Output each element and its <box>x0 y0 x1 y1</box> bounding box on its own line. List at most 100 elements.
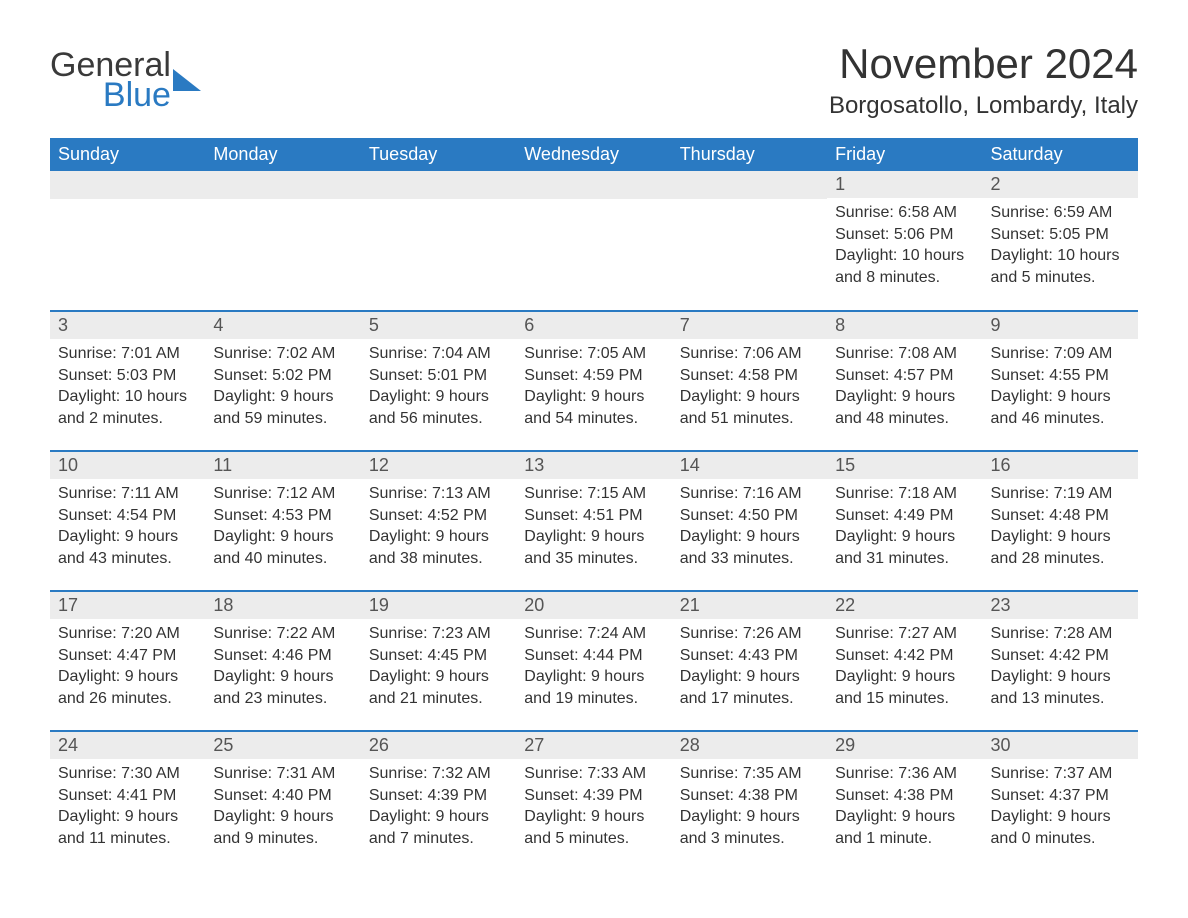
calendar-body: 1Sunrise: 6:58 AMSunset: 5:06 PMDaylight… <box>50 171 1138 871</box>
calendar-table: Sunday Monday Tuesday Wednesday Thursday… <box>50 138 1138 871</box>
daylight-text: Daylight: 9 hours and 7 minutes. <box>369 806 508 849</box>
daylight-text: Daylight: 9 hours and 23 minutes. <box>213 666 352 709</box>
day-info: Sunrise: 7:26 AMSunset: 4:43 PMDaylight:… <box>672 619 827 717</box>
daylight-text: Daylight: 9 hours and 46 minutes. <box>991 386 1130 429</box>
sunset-text: Sunset: 4:57 PM <box>835 365 974 387</box>
day-info: Sunrise: 7:32 AMSunset: 4:39 PMDaylight:… <box>361 759 516 857</box>
weekday-header: Thursday <box>672 138 827 171</box>
sunset-text: Sunset: 4:59 PM <box>524 365 663 387</box>
sunset-text: Sunset: 4:39 PM <box>369 785 508 807</box>
sunset-text: Sunset: 4:43 PM <box>680 645 819 667</box>
day-cell: 16Sunrise: 7:19 AMSunset: 4:48 PMDayligh… <box>983 451 1138 591</box>
daylight-text: Daylight: 9 hours and 51 minutes. <box>680 386 819 429</box>
day-number: 12 <box>361 452 516 479</box>
sunrise-text: Sunrise: 7:08 AM <box>835 343 974 365</box>
day-info: Sunrise: 7:37 AMSunset: 4:37 PMDaylight:… <box>983 759 1138 857</box>
sunrise-text: Sunrise: 7:24 AM <box>524 623 663 645</box>
daylight-text: Daylight: 9 hours and 1 minute. <box>835 806 974 849</box>
sunset-text: Sunset: 4:38 PM <box>835 785 974 807</box>
sunset-text: Sunset: 5:01 PM <box>369 365 508 387</box>
daylight-text: Daylight: 9 hours and 40 minutes. <box>213 526 352 569</box>
sunrise-text: Sunrise: 7:30 AM <box>58 763 197 785</box>
sunrise-text: Sunrise: 7:36 AM <box>835 763 974 785</box>
day-cell <box>205 171 360 311</box>
day-cell: 6Sunrise: 7:05 AMSunset: 4:59 PMDaylight… <box>516 311 671 451</box>
daylight-text: Daylight: 9 hours and 19 minutes. <box>524 666 663 709</box>
sunrise-text: Sunrise: 7:18 AM <box>835 483 974 505</box>
day-cell <box>672 171 827 311</box>
daylight-text: Daylight: 9 hours and 35 minutes. <box>524 526 663 569</box>
weekday-header: Wednesday <box>516 138 671 171</box>
day-cell: 18Sunrise: 7:22 AMSunset: 4:46 PMDayligh… <box>205 591 360 731</box>
day-cell: 3Sunrise: 7:01 AMSunset: 5:03 PMDaylight… <box>50 311 205 451</box>
day-number: 21 <box>672 592 827 619</box>
daylight-text: Daylight: 9 hours and 9 minutes. <box>213 806 352 849</box>
day-info: Sunrise: 7:28 AMSunset: 4:42 PMDaylight:… <box>983 619 1138 717</box>
day-number-empty <box>205 171 360 199</box>
day-cell: 7Sunrise: 7:06 AMSunset: 4:58 PMDaylight… <box>672 311 827 451</box>
daylight-text: Daylight: 9 hours and 48 minutes. <box>835 386 974 429</box>
day-cell <box>50 171 205 311</box>
day-info: Sunrise: 7:22 AMSunset: 4:46 PMDaylight:… <box>205 619 360 717</box>
weekday-header: Sunday <box>50 138 205 171</box>
sunrise-text: Sunrise: 7:04 AM <box>369 343 508 365</box>
sunset-text: Sunset: 4:37 PM <box>991 785 1130 807</box>
day-number: 25 <box>205 732 360 759</box>
daylight-text: Daylight: 9 hours and 17 minutes. <box>680 666 819 709</box>
sunrise-text: Sunrise: 7:12 AM <box>213 483 352 505</box>
day-cell: 20Sunrise: 7:24 AMSunset: 4:44 PMDayligh… <box>516 591 671 731</box>
week-row: 3Sunrise: 7:01 AMSunset: 5:03 PMDaylight… <box>50 311 1138 451</box>
daylight-text: Daylight: 9 hours and 33 minutes. <box>680 526 819 569</box>
day-cell: 28Sunrise: 7:35 AMSunset: 4:38 PMDayligh… <box>672 731 827 871</box>
sunrise-text: Sunrise: 7:33 AM <box>524 763 663 785</box>
day-info: Sunrise: 7:02 AMSunset: 5:02 PMDaylight:… <box>205 339 360 437</box>
day-number: 22 <box>827 592 982 619</box>
day-cell: 25Sunrise: 7:31 AMSunset: 4:40 PMDayligh… <box>205 731 360 871</box>
daylight-text: Daylight: 9 hours and 38 minutes. <box>369 526 508 569</box>
day-number: 6 <box>516 312 671 339</box>
day-info: Sunrise: 7:33 AMSunset: 4:39 PMDaylight:… <box>516 759 671 857</box>
day-info: Sunrise: 6:59 AMSunset: 5:05 PMDaylight:… <box>983 198 1138 296</box>
location: Borgosatollo, Lombardy, Italy <box>829 92 1138 120</box>
day-number: 4 <box>205 312 360 339</box>
day-cell: 12Sunrise: 7:13 AMSunset: 4:52 PMDayligh… <box>361 451 516 591</box>
daylight-text: Daylight: 9 hours and 5 minutes. <box>524 806 663 849</box>
day-cell: 27Sunrise: 7:33 AMSunset: 4:39 PMDayligh… <box>516 731 671 871</box>
day-number: 26 <box>361 732 516 759</box>
sunrise-text: Sunrise: 7:09 AM <box>991 343 1130 365</box>
week-row: 1Sunrise: 6:58 AMSunset: 5:06 PMDaylight… <box>50 171 1138 311</box>
day-cell: 2Sunrise: 6:59 AMSunset: 5:05 PMDaylight… <box>983 171 1138 311</box>
daylight-text: Daylight: 10 hours and 8 minutes. <box>835 245 974 288</box>
day-cell: 23Sunrise: 7:28 AMSunset: 4:42 PMDayligh… <box>983 591 1138 731</box>
daylight-text: Daylight: 9 hours and 43 minutes. <box>58 526 197 569</box>
daylight-text: Daylight: 9 hours and 13 minutes. <box>991 666 1130 709</box>
sunset-text: Sunset: 4:54 PM <box>58 505 197 527</box>
sunset-text: Sunset: 4:50 PM <box>680 505 819 527</box>
day-cell: 26Sunrise: 7:32 AMSunset: 4:39 PMDayligh… <box>361 731 516 871</box>
sunset-text: Sunset: 4:38 PM <box>680 785 819 807</box>
day-info: Sunrise: 7:06 AMSunset: 4:58 PMDaylight:… <box>672 339 827 437</box>
day-info: Sunrise: 7:11 AMSunset: 4:54 PMDaylight:… <box>50 479 205 577</box>
daylight-text: Daylight: 10 hours and 5 minutes. <box>991 245 1130 288</box>
day-number-empty <box>516 171 671 199</box>
sunset-text: Sunset: 5:03 PM <box>58 365 197 387</box>
brand-logo: General Blue <box>50 48 203 112</box>
day-number: 23 <box>983 592 1138 619</box>
day-info: Sunrise: 7:12 AMSunset: 4:53 PMDaylight:… <box>205 479 360 577</box>
day-number: 11 <box>205 452 360 479</box>
sunrise-text: Sunrise: 7:02 AM <box>213 343 352 365</box>
sunrise-text: Sunrise: 7:05 AM <box>524 343 663 365</box>
sunset-text: Sunset: 4:51 PM <box>524 505 663 527</box>
sunset-text: Sunset: 4:44 PM <box>524 645 663 667</box>
weekday-header: Friday <box>827 138 982 171</box>
day-number: 7 <box>672 312 827 339</box>
day-info: Sunrise: 7:01 AMSunset: 5:03 PMDaylight:… <box>50 339 205 437</box>
sunrise-text: Sunrise: 6:59 AM <box>991 202 1130 224</box>
daylight-text: Daylight: 9 hours and 21 minutes. <box>369 666 508 709</box>
sunset-text: Sunset: 4:39 PM <box>524 785 663 807</box>
day-cell: 9Sunrise: 7:09 AMSunset: 4:55 PMDaylight… <box>983 311 1138 451</box>
weekday-header-row: Sunday Monday Tuesday Wednesday Thursday… <box>50 138 1138 171</box>
sunrise-text: Sunrise: 7:22 AM <box>213 623 352 645</box>
weekday-header: Tuesday <box>361 138 516 171</box>
day-cell: 30Sunrise: 7:37 AMSunset: 4:37 PMDayligh… <box>983 731 1138 871</box>
